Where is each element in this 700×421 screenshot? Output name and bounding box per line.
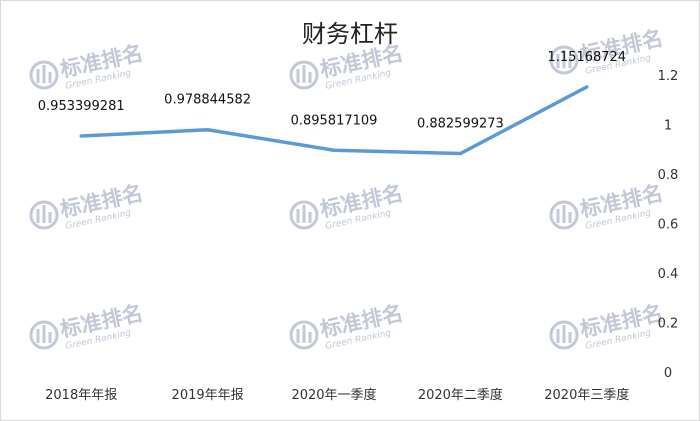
watermark-icon [29,60,59,90]
data-label: 0.895817109 [291,113,378,128]
y-tick-label: 0 [664,366,672,381]
data-label: 1.15168724 [548,50,627,65]
series-lines [79,85,589,156]
y-tick-label: 0.2 [658,317,679,332]
watermark-bars-icon [36,325,52,343]
y-axis-ticks: 0 0.2 0.4 0.6 0.8 1 1.2 [658,69,679,381]
y-tick-label: 0.4 [658,267,679,282]
x-tick-label: 2019年年报 [172,388,244,403]
watermark-bars-icon [556,50,572,68]
watermark-icon [289,320,319,350]
data-label: 0.953399281 [38,99,125,114]
x-axis-ticks: 2018年年报 2019年年报 2020年一季度 2020年二季度 2020年三季度 [45,387,629,403]
watermark-bars-icon [296,325,312,343]
watermark-icon [549,45,579,75]
data-labels: 0.953399281 0.978844582 0.895817109 0.88259… [38,50,626,132]
x-tick-label: 2020年二季度 [418,387,503,403]
x-tick-label: 2018年年报 [45,388,117,403]
y-tick-label: 0.8 [658,168,679,183]
watermark-icon [29,320,59,350]
y-tick-label: 0.6 [658,218,679,233]
watermark-icon [289,60,319,90]
y-tick-label: 1.2 [658,69,679,84]
chart-title: 财务杠杆 [302,20,398,48]
data-label: 0.882599273 [417,117,504,132]
watermark-bars-icon [556,325,572,343]
y-tick-label: 1 [664,119,672,134]
watermark-icon [289,200,319,230]
data-label: 0.978844582 [164,93,251,108]
watermark-icon [549,200,579,230]
watermark-icon [549,320,579,350]
watermark-bars-icon [556,205,572,223]
watermark-bars-icon [36,205,52,223]
x-tick-label: 2020年一季度 [291,387,376,403]
watermark-bars-icon [36,65,52,83]
x-tick-label: 2020年三季度 [544,387,629,403]
watermark-bars-icon [296,65,312,83]
watermark-bars-icon [296,205,312,223]
watermark-icon [29,200,59,230]
